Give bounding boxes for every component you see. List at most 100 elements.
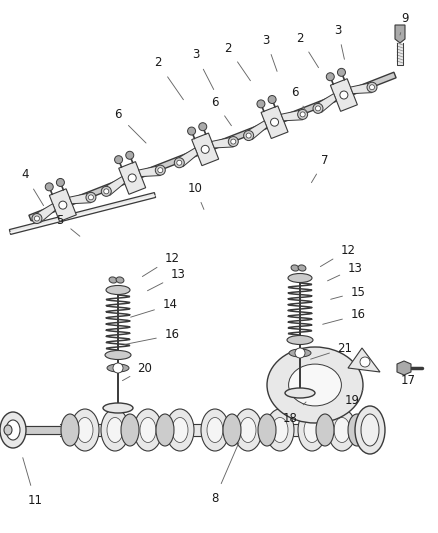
Circle shape bbox=[126, 151, 134, 159]
Circle shape bbox=[244, 131, 254, 141]
Text: 6: 6 bbox=[114, 109, 146, 143]
Ellipse shape bbox=[77, 417, 93, 442]
Circle shape bbox=[113, 363, 123, 373]
Circle shape bbox=[257, 100, 265, 108]
Text: 2: 2 bbox=[154, 56, 184, 100]
Ellipse shape bbox=[289, 349, 311, 357]
Circle shape bbox=[177, 160, 182, 165]
Ellipse shape bbox=[267, 347, 363, 423]
Ellipse shape bbox=[207, 417, 223, 442]
Circle shape bbox=[88, 195, 93, 200]
Circle shape bbox=[32, 214, 42, 223]
Text: 5: 5 bbox=[57, 214, 80, 236]
Ellipse shape bbox=[298, 409, 326, 451]
Ellipse shape bbox=[285, 388, 315, 398]
Polygon shape bbox=[281, 110, 304, 121]
Text: 20: 20 bbox=[123, 361, 152, 381]
Circle shape bbox=[315, 106, 321, 111]
Ellipse shape bbox=[288, 273, 312, 282]
Circle shape bbox=[57, 179, 64, 187]
Ellipse shape bbox=[172, 417, 188, 442]
Text: 8: 8 bbox=[211, 442, 239, 505]
Polygon shape bbox=[29, 72, 396, 221]
Text: 15: 15 bbox=[331, 286, 365, 300]
Polygon shape bbox=[395, 25, 405, 43]
Ellipse shape bbox=[156, 414, 174, 446]
Text: 18: 18 bbox=[283, 402, 306, 424]
Polygon shape bbox=[350, 83, 374, 94]
Ellipse shape bbox=[166, 409, 194, 451]
Circle shape bbox=[115, 156, 123, 164]
Ellipse shape bbox=[298, 265, 306, 271]
Circle shape bbox=[367, 82, 377, 92]
Ellipse shape bbox=[234, 409, 262, 451]
Ellipse shape bbox=[4, 425, 12, 435]
Ellipse shape bbox=[134, 409, 162, 451]
Text: 6: 6 bbox=[211, 95, 231, 126]
Ellipse shape bbox=[258, 414, 276, 446]
Circle shape bbox=[295, 348, 305, 358]
Circle shape bbox=[268, 95, 276, 103]
Polygon shape bbox=[139, 166, 162, 176]
Text: 3: 3 bbox=[262, 34, 277, 71]
Ellipse shape bbox=[291, 265, 299, 271]
Polygon shape bbox=[177, 148, 198, 167]
Text: 13: 13 bbox=[148, 269, 185, 290]
Circle shape bbox=[298, 109, 307, 119]
Polygon shape bbox=[49, 189, 76, 221]
Text: 2: 2 bbox=[296, 31, 318, 68]
Circle shape bbox=[101, 187, 111, 196]
Ellipse shape bbox=[71, 409, 99, 451]
Text: 19: 19 bbox=[345, 390, 363, 407]
Circle shape bbox=[360, 357, 370, 367]
Ellipse shape bbox=[334, 417, 350, 442]
Circle shape bbox=[59, 201, 67, 209]
Text: 12: 12 bbox=[320, 244, 356, 266]
Polygon shape bbox=[247, 121, 267, 140]
Ellipse shape bbox=[116, 277, 124, 283]
Polygon shape bbox=[212, 138, 235, 148]
Ellipse shape bbox=[6, 420, 20, 440]
Ellipse shape bbox=[361, 414, 379, 446]
Polygon shape bbox=[330, 79, 357, 111]
Circle shape bbox=[187, 127, 196, 135]
Text: 10: 10 bbox=[187, 182, 204, 209]
Circle shape bbox=[300, 112, 305, 117]
Ellipse shape bbox=[201, 409, 229, 451]
Circle shape bbox=[35, 216, 39, 221]
Circle shape bbox=[271, 118, 279, 126]
Polygon shape bbox=[69, 193, 93, 204]
Ellipse shape bbox=[140, 417, 156, 442]
Ellipse shape bbox=[240, 417, 256, 442]
Circle shape bbox=[370, 85, 374, 90]
Text: 3: 3 bbox=[334, 23, 344, 59]
Text: 16: 16 bbox=[323, 309, 365, 324]
Ellipse shape bbox=[106, 286, 130, 295]
Text: 4: 4 bbox=[21, 168, 43, 206]
Circle shape bbox=[228, 136, 238, 147]
Circle shape bbox=[326, 72, 334, 80]
Ellipse shape bbox=[103, 403, 133, 413]
Ellipse shape bbox=[107, 417, 123, 442]
Circle shape bbox=[199, 123, 207, 131]
Ellipse shape bbox=[0, 412, 26, 448]
Polygon shape bbox=[192, 133, 219, 166]
Ellipse shape bbox=[272, 417, 288, 442]
Text: 13: 13 bbox=[328, 262, 362, 281]
Ellipse shape bbox=[355, 406, 385, 454]
Circle shape bbox=[201, 146, 209, 154]
Ellipse shape bbox=[121, 414, 139, 446]
Text: 9: 9 bbox=[400, 12, 409, 35]
Circle shape bbox=[231, 139, 236, 144]
Text: 6: 6 bbox=[291, 85, 307, 112]
Ellipse shape bbox=[289, 364, 341, 406]
Ellipse shape bbox=[287, 335, 313, 344]
Text: 21: 21 bbox=[311, 342, 353, 359]
Polygon shape bbox=[35, 204, 55, 222]
Text: 2: 2 bbox=[224, 42, 251, 80]
Polygon shape bbox=[348, 348, 380, 372]
Polygon shape bbox=[104, 176, 124, 195]
Circle shape bbox=[128, 174, 136, 182]
Circle shape bbox=[158, 168, 163, 173]
Ellipse shape bbox=[328, 409, 356, 451]
